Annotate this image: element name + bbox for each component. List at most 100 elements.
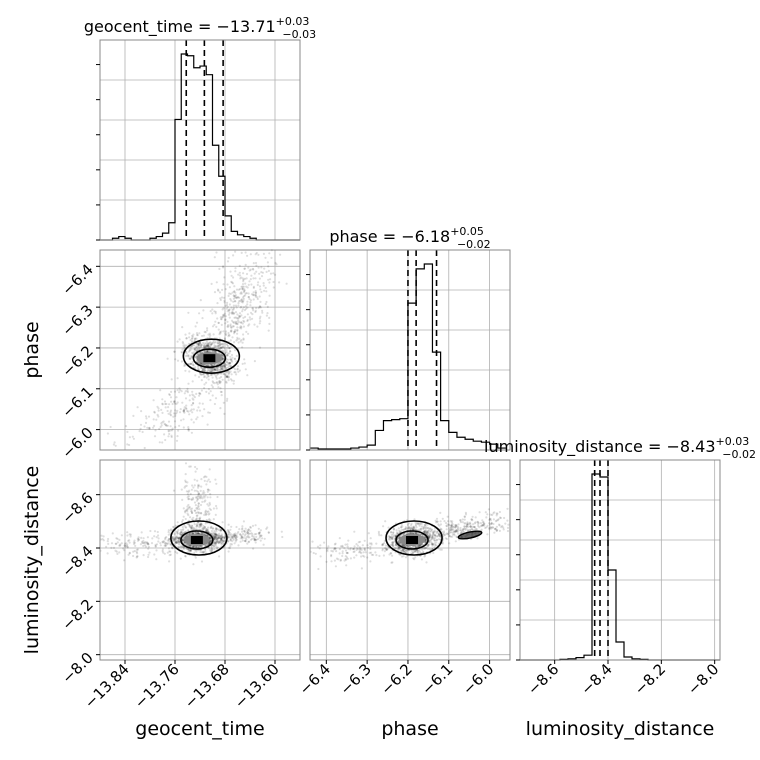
sample-point xyxy=(197,361,200,364)
sample-point xyxy=(258,317,261,320)
sample-point xyxy=(236,296,239,299)
sample-point xyxy=(194,504,197,507)
sample-point xyxy=(319,544,322,547)
sample-point xyxy=(254,277,257,280)
sample-point xyxy=(188,362,191,366)
sample-point xyxy=(254,524,257,527)
sample-point xyxy=(167,529,170,532)
sample-point xyxy=(220,346,223,349)
sample-point xyxy=(196,344,200,347)
sample-point xyxy=(237,296,240,299)
sample-point xyxy=(242,295,246,298)
sample-point xyxy=(172,538,175,541)
sample-point xyxy=(415,532,418,535)
sample-point xyxy=(182,538,185,541)
sample-point xyxy=(147,555,150,559)
sample-point xyxy=(391,554,394,557)
sample-point xyxy=(244,282,247,285)
sample-point xyxy=(401,525,404,528)
sample-point xyxy=(173,537,176,541)
sample-point xyxy=(195,332,199,335)
sample-point xyxy=(223,537,226,540)
sample-point xyxy=(254,538,258,541)
sample-point xyxy=(425,530,428,534)
sample-point xyxy=(175,530,178,534)
sample-point xyxy=(435,538,438,541)
sample-point xyxy=(167,429,170,432)
sample-point xyxy=(205,373,208,376)
sample-point xyxy=(207,344,210,347)
sample-point xyxy=(252,262,255,265)
sample-point xyxy=(244,527,247,530)
sample-point xyxy=(180,419,183,422)
sample-point xyxy=(203,500,206,503)
sample-point xyxy=(246,303,249,306)
sample-point xyxy=(363,549,367,552)
sample-point xyxy=(174,358,177,361)
sample-point xyxy=(186,391,189,394)
sample-point xyxy=(221,521,224,524)
sample-point xyxy=(237,321,241,324)
sample-point xyxy=(253,323,256,326)
sample-point xyxy=(128,541,131,544)
sample-point xyxy=(242,520,245,523)
sample-point xyxy=(351,547,355,551)
sample-point xyxy=(184,473,187,476)
sample-point xyxy=(230,373,233,376)
sample-point xyxy=(214,535,217,538)
sample-point xyxy=(223,337,226,340)
sample-point xyxy=(202,363,205,366)
sample-point xyxy=(161,403,164,406)
sample-point xyxy=(199,343,202,346)
sample-point xyxy=(217,321,220,324)
sample-point xyxy=(242,532,245,536)
sample-point xyxy=(186,389,189,392)
sample-point xyxy=(213,541,216,544)
sample-point xyxy=(209,519,212,522)
sample-point xyxy=(236,368,239,371)
sample-point xyxy=(223,346,226,350)
sample-point xyxy=(202,372,205,376)
sample-point xyxy=(223,299,226,302)
sample-point xyxy=(243,358,246,361)
sample-point xyxy=(145,417,148,420)
sample-point xyxy=(197,342,201,345)
sample-point xyxy=(164,536,167,540)
sample-point xyxy=(275,263,278,266)
sample-point xyxy=(220,375,223,379)
sample-point xyxy=(213,382,216,385)
sample-point xyxy=(370,553,373,556)
sample-point xyxy=(211,308,214,311)
sample-point xyxy=(181,539,184,542)
sample-point xyxy=(214,478,217,481)
sample-point xyxy=(178,424,181,427)
sample-point xyxy=(249,268,252,271)
sample-point xyxy=(226,354,229,357)
sample-point xyxy=(242,297,245,300)
sample-point xyxy=(173,350,176,353)
sample-point xyxy=(213,535,216,538)
sample-point xyxy=(229,378,232,381)
sample-point xyxy=(349,548,352,551)
sample-point xyxy=(227,540,230,543)
sample-point xyxy=(210,343,213,346)
sample-point xyxy=(463,525,466,528)
sample-point xyxy=(261,311,264,314)
sample-point xyxy=(196,333,199,336)
sample-point xyxy=(211,325,215,328)
sample-point xyxy=(233,295,237,298)
sample-point xyxy=(195,347,199,351)
sample-point xyxy=(207,375,210,378)
sample-point xyxy=(243,362,246,365)
sample-point xyxy=(455,530,458,533)
sample-point xyxy=(223,536,226,539)
sample-point xyxy=(114,549,117,552)
sample-point xyxy=(337,558,340,561)
sample-point xyxy=(166,424,169,427)
sample-point xyxy=(227,373,230,376)
sample-point xyxy=(193,347,196,350)
sample-point xyxy=(388,553,391,556)
sample-point xyxy=(196,497,199,500)
sample-point xyxy=(220,537,223,541)
sample-point xyxy=(161,540,164,544)
